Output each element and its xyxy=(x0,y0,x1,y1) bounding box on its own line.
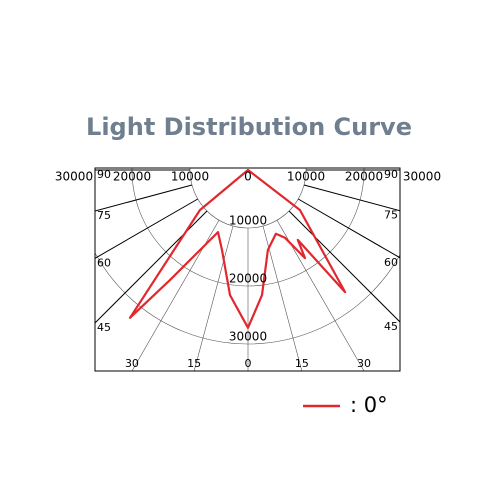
plot-frame xyxy=(94,167,401,372)
polar-grid xyxy=(95,168,400,371)
r-tick-label: 30000 xyxy=(229,330,267,344)
r-tick-label: 20000 xyxy=(345,170,383,184)
labels: 0 10000 10000 10000 20000 20000 20000 30000 3000… xyxy=(55,168,441,370)
r-tick-label: 10000 xyxy=(229,214,267,228)
angle-tick-label: 0 xyxy=(245,357,252,370)
r-tick-label: 10000 xyxy=(171,170,209,184)
angle-tick-label: 30 xyxy=(357,357,371,370)
legend-label: : 0° xyxy=(350,393,388,417)
angle-tick-label: 60 xyxy=(384,256,398,269)
angle-tick-label: 45 xyxy=(384,320,398,333)
angle-tick-label: 15 xyxy=(295,357,309,370)
radial-line xyxy=(297,198,400,259)
radial-line xyxy=(262,225,303,371)
radial-line xyxy=(288,210,400,323)
radial-line xyxy=(95,184,193,212)
angle-tick-label: 90 xyxy=(384,168,398,181)
angle-tick-label: 75 xyxy=(384,209,398,222)
r-tick-label: 0 xyxy=(244,170,252,184)
radial-line xyxy=(95,210,208,324)
angle-tick-label: 30 xyxy=(125,357,139,370)
r-tick-label: 10000 xyxy=(287,170,325,184)
radial-line xyxy=(95,198,199,259)
intensity-curve xyxy=(128,168,347,329)
r-tick-label: 20000 xyxy=(113,170,151,184)
radial-line xyxy=(193,225,234,371)
curve-area xyxy=(128,168,347,329)
angle-tick-label: 90 xyxy=(97,168,111,181)
angle-tick-label: 45 xyxy=(97,321,111,334)
r-tick-label: 30000 xyxy=(403,170,441,184)
r-tick-label: 30000 xyxy=(55,170,93,184)
chart-title: Light Distribution Curve xyxy=(86,113,412,141)
r-tick-label: 20000 xyxy=(229,272,267,286)
angle-tick-label: 60 xyxy=(97,256,111,269)
angle-tick-label: 15 xyxy=(187,357,201,370)
angle-tick-label: 75 xyxy=(97,209,111,222)
radial-line xyxy=(303,184,400,212)
